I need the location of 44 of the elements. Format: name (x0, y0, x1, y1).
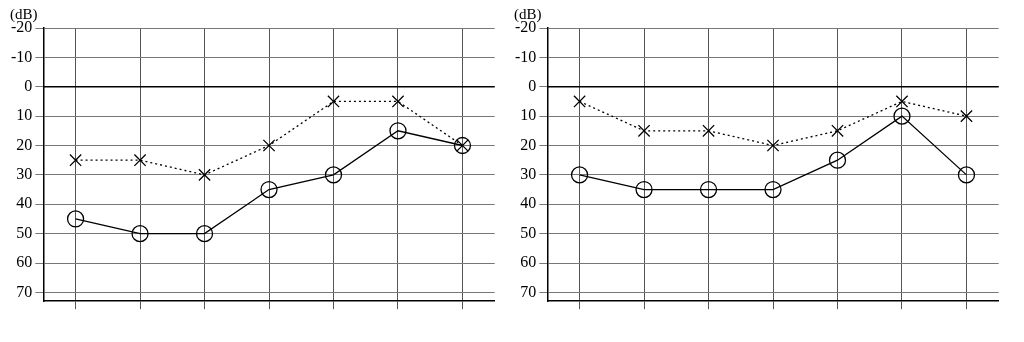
y-tick-label: 30 (520, 165, 537, 183)
point (133, 153, 147, 167)
y-tick-label: 70 (16, 282, 33, 300)
point (895, 95, 909, 108)
point (389, 122, 407, 140)
point (957, 166, 976, 184)
point (637, 124, 651, 138)
point (66, 210, 85, 228)
point (699, 180, 718, 199)
y-tick-label: 50 (520, 223, 537, 241)
point (391, 95, 405, 108)
point (766, 139, 780, 152)
point (764, 180, 782, 199)
point (828, 151, 847, 169)
y-tick-label: 50 (16, 223, 33, 241)
point (195, 224, 214, 243)
y-tick-label: 20 (16, 135, 33, 153)
y-tick-label: 60 (16, 253, 33, 271)
point (573, 95, 586, 108)
point (635, 180, 653, 199)
point (570, 166, 589, 184)
y-tick-label: 60 (520, 253, 537, 271)
y-tick-label: 30 (16, 165, 33, 183)
point (131, 224, 149, 243)
y-tick-label: 0 (24, 76, 33, 94)
y-tick-label: 20 (520, 135, 537, 153)
y-tick-label: 0 (528, 76, 537, 94)
point (324, 166, 343, 184)
point (198, 168, 211, 182)
y-tick-label: -10 (11, 47, 33, 65)
point (702, 124, 715, 138)
point (960, 109, 973, 123)
y-tick-label: 10 (16, 106, 33, 124)
point (893, 107, 911, 125)
y-tick-label: 70 (520, 282, 537, 300)
y-tick-label: -10 (515, 47, 537, 65)
point (69, 153, 82, 167)
y-tick-label: 40 (520, 194, 537, 212)
y-tick-label: 40 (16, 194, 33, 212)
y-tick-label: 10 (520, 106, 537, 124)
point (260, 180, 278, 199)
point (327, 95, 340, 108)
point (831, 124, 844, 138)
point (262, 139, 276, 152)
